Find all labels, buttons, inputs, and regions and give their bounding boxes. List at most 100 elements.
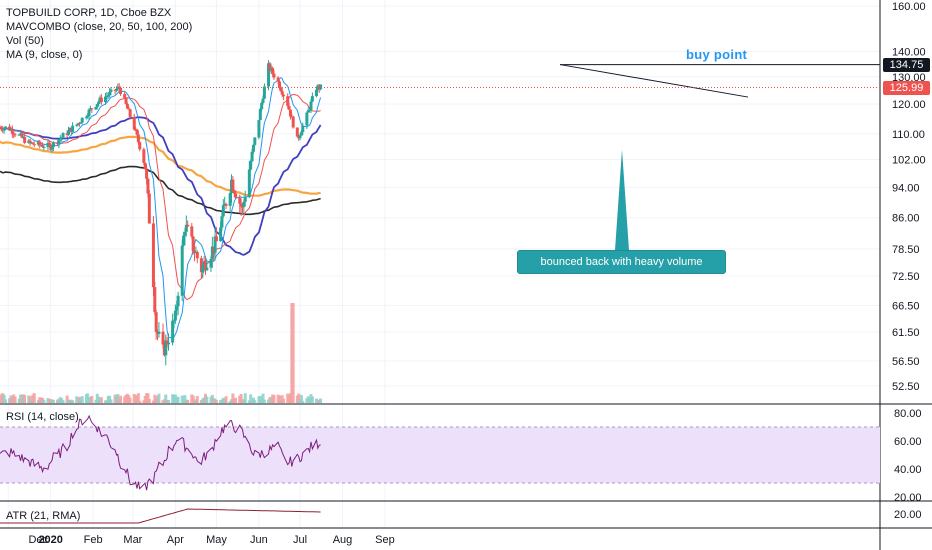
candle-body: [291, 116, 295, 128]
candle-body: [97, 101, 101, 105]
candle-body: [243, 197, 247, 202]
candle-body: [220, 216, 224, 228]
legend-symbol[interactable]: TOPBUILD CORP, 1D, Cboe BZX: [6, 7, 172, 19]
candle-body: [8, 126, 12, 131]
legend-atr[interactable]: ATR (21, RMA): [6, 510, 81, 522]
rsi-band: [0, 427, 880, 483]
volume-bar: [65, 395, 69, 403]
volume-bar: [23, 395, 27, 403]
candle-body: [42, 146, 46, 148]
candle-body: [50, 147, 54, 150]
candle-body: [176, 295, 180, 307]
candle-body: [298, 135, 302, 139]
legend-ma[interactable]: MA (9, close, 0): [6, 49, 83, 61]
candle-body: [135, 129, 139, 135]
candle-body: [257, 120, 261, 138]
rsi-panel: 80.00 60.00 40.00 20.00: [0, 408, 922, 504]
candle-body: [3, 126, 7, 129]
candle-body: [147, 193, 151, 224]
candle-body: [105, 95, 109, 97]
rsi-tick-label: 40.00: [894, 464, 922, 476]
ma-200-line: [0, 165, 321, 216]
volume-bar: [147, 398, 151, 403]
ma-50-line: [0, 116, 322, 256]
volume-bar: [3, 399, 7, 403]
candle-body: [146, 178, 150, 194]
volume-bar: [128, 397, 132, 403]
candle-body: [60, 137, 64, 139]
candle-body: [295, 127, 299, 137]
candle-body: [28, 140, 32, 143]
candle-body: [214, 236, 218, 242]
volume-bar: [51, 399, 55, 403]
legend-mavcombo[interactable]: MAVCOMBO (close, 20, 50, 100, 200): [6, 21, 193, 33]
volume-bar: [109, 399, 113, 403]
candle-body: [124, 98, 128, 104]
candle-body: [136, 134, 140, 143]
volume-bar: [277, 395, 281, 403]
price-tick-label: 61.50: [892, 327, 920, 339]
candle-body: [79, 122, 83, 124]
candle-body: [201, 265, 205, 273]
candle-body: [172, 320, 176, 322]
volume-bar: [191, 395, 195, 403]
price-tick-label: 130.00: [892, 72, 926, 84]
candle-body: [232, 190, 236, 194]
price-tick-label: 120.00: [892, 99, 926, 111]
volume-bar: [164, 394, 168, 403]
candlesticks: [0, 60, 323, 366]
moving-average-lines: [0, 77, 322, 339]
volume-bar: [319, 398, 323, 403]
candle-body: [209, 258, 213, 268]
legend-rsi[interactable]: RSI (14, close): [6, 411, 79, 423]
candle-body: [94, 106, 98, 110]
candle-body: [249, 161, 253, 170]
candle-body: [251, 144, 255, 152]
volume-bar: [291, 303, 295, 403]
candle-body: [182, 235, 186, 246]
candle-body: [173, 310, 177, 321]
candle-body: [219, 227, 223, 242]
candle-body: [31, 142, 35, 145]
candle-body: [242, 201, 246, 207]
time-tick-label: Mar: [123, 534, 142, 546]
candle-body: [271, 68, 275, 74]
ma-20-line: [0, 93, 321, 300]
candle-body: [125, 103, 129, 109]
volume-bar: [99, 397, 103, 403]
volume-bar: [301, 400, 305, 403]
descending-trendline: [559, 64, 749, 98]
time-tick-label: Feb: [84, 534, 103, 546]
volume-bar: [157, 393, 161, 403]
candle-body: [195, 251, 199, 259]
candle-body: [186, 224, 190, 227]
candle-body: [153, 287, 157, 313]
candle-body: [143, 162, 147, 170]
candle-body: [47, 142, 51, 145]
candle-body: [239, 203, 243, 207]
volume-callout[interactable]: bounced back with heavy volume: [517, 250, 726, 274]
volume-bar: [234, 397, 238, 403]
price-tick-label: 66.50: [892, 300, 920, 312]
candle-body: [308, 109, 312, 111]
candle-body: [114, 88, 118, 91]
legend-volume[interactable]: Vol (50): [6, 35, 44, 47]
candle-body: [309, 101, 313, 110]
candle-body: [234, 193, 238, 198]
candle-body: [39, 144, 43, 146]
candle-body: [258, 109, 262, 121]
candle-body: [228, 193, 232, 206]
callout-pointer: [615, 149, 629, 250]
candle-body: [190, 226, 194, 237]
candle-body: [253, 137, 257, 145]
volume-bar: [136, 393, 140, 403]
candle-body: [119, 87, 123, 94]
candle-body: [32, 144, 36, 146]
candle-body: [204, 261, 207, 271]
candle-body: [58, 138, 62, 140]
candle-body: [67, 130, 70, 135]
buy-point-label: buy point: [686, 47, 748, 62]
candle-body: [262, 86, 266, 99]
